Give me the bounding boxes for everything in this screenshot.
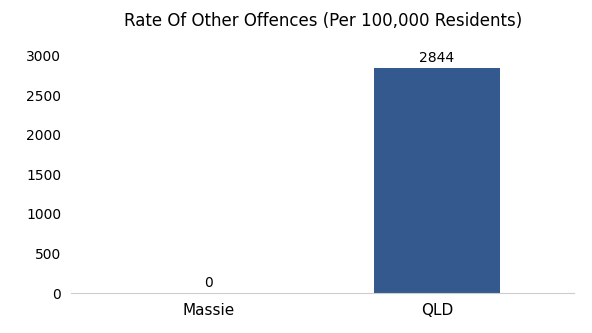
Title: Rate Of Other Offences (Per 100,000 Residents): Rate Of Other Offences (Per 100,000 Resi… xyxy=(124,12,522,30)
Text: 0: 0 xyxy=(204,276,213,290)
Text: 2844: 2844 xyxy=(420,51,455,65)
Bar xyxy=(374,68,500,293)
